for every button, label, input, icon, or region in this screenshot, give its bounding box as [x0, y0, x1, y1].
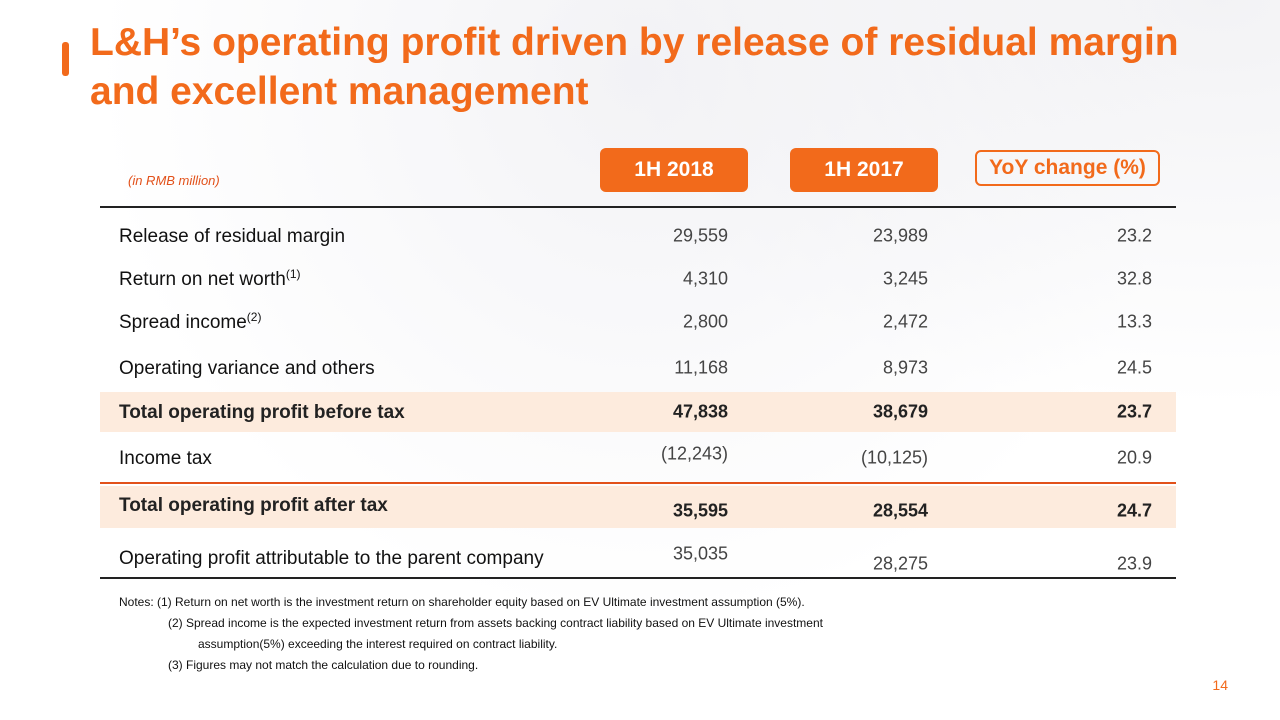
value-1h2018: 4,310 — [682, 268, 728, 289]
table-row-total-after-tax: Total operating profit after tax 35,595 … — [100, 486, 1176, 528]
table-row: Income tax (12,243) (10,125) 20.9 — [100, 438, 1176, 478]
value-1h2017: 2,472 — [882, 311, 928, 332]
row-label: Operating variance and others — [119, 358, 375, 380]
value-yoy: 23.2 — [1116, 225, 1152, 246]
row-label: Operating profit attributable to the par… — [119, 548, 544, 570]
table-bottom-rule — [100, 577, 1176, 579]
title-accent-bar — [62, 42, 69, 76]
note-2: (2) Spread income is the expected invest… — [168, 616, 823, 630]
value-yoy: 24.7 — [1116, 500, 1152, 521]
value-yoy: 24.5 — [1116, 357, 1152, 378]
value-yoy: 13.3 — [1116, 311, 1152, 332]
value-1h2017: 28,275 — [872, 553, 928, 574]
row-label: Spread income(2) — [119, 309, 262, 334]
note-2-continued: assumption(5%) exceeding the interest re… — [198, 637, 558, 651]
value-1h2018: (12,243) — [660, 443, 728, 464]
value-yoy: 32.8 — [1116, 268, 1152, 289]
value-1h2017: 8,973 — [882, 357, 928, 378]
slide-title: L&H’s operating profit driven by release… — [90, 21, 1179, 113]
value-1h2017: 38,679 — [872, 401, 928, 422]
value-1h2018: 35,595 — [672, 500, 728, 521]
table-row: Release of residual margin 29,559 23,989… — [100, 216, 1176, 256]
table-top-rule — [100, 206, 1176, 208]
table-row: Return on net worth(1) 4,310 3,245 32.8 — [100, 259, 1176, 299]
value-1h2017: 3,245 — [882, 268, 928, 289]
value-1h2018: 11,168 — [674, 357, 728, 378]
note-1: Notes: (1) Return on net worth is the in… — [119, 595, 805, 609]
row-label: Total operating profit after tax — [119, 495, 388, 517]
table-mid-rule — [100, 482, 1176, 484]
value-1h2017: 28,554 — [872, 500, 928, 521]
value-1h2018: 47,838 — [672, 401, 728, 422]
table-row: Spread income(2) 2,800 2,472 13.3 — [100, 302, 1176, 342]
value-1h2018: 2,800 — [682, 311, 728, 332]
value-yoy: 23.7 — [1116, 401, 1152, 422]
table-row: Operating variance and others 11,168 8,9… — [100, 348, 1176, 388]
value-1h2017: (10,125) — [860, 447, 928, 468]
value-yoy: 20.9 — [1116, 447, 1152, 468]
column-header-1h2018: 1H 2018 — [600, 148, 748, 192]
footnotes: Notes: (1) Return on net worth is the in… — [119, 592, 1019, 676]
column-header-1h2017: 1H 2017 — [790, 148, 938, 192]
value-1h2018: 35,035 — [672, 543, 728, 564]
table-row-parent-company: Operating profit attributable to the par… — [100, 538, 1176, 578]
value-1h2017: 23,989 — [872, 225, 928, 246]
row-label: Total operating profit before tax — [119, 402, 405, 424]
page-number: 14 — [1212, 677, 1228, 693]
value-yoy: 23.9 — [1116, 553, 1152, 574]
row-label: Income tax — [119, 448, 212, 470]
row-label: Release of residual margin — [119, 226, 346, 248]
note-3: (3) Figures may not match the calculatio… — [168, 658, 479, 672]
row-label: Return on net worth(1) — [119, 266, 301, 291]
table-row-total-before-tax: Total operating profit before tax 47,838… — [100, 392, 1176, 432]
column-header-yoy-change: YoY change (%) — [975, 150, 1160, 186]
unit-note: (in RMB million) — [128, 173, 220, 188]
value-1h2018: 29,559 — [672, 225, 728, 246]
